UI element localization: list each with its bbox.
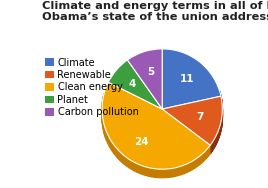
Polygon shape: [107, 132, 108, 143]
Wedge shape: [102, 82, 210, 169]
Polygon shape: [103, 120, 104, 132]
Polygon shape: [162, 109, 210, 154]
Polygon shape: [184, 164, 187, 174]
Polygon shape: [161, 169, 163, 178]
Polygon shape: [210, 108, 222, 154]
Polygon shape: [181, 165, 184, 174]
Polygon shape: [122, 154, 124, 164]
Polygon shape: [162, 109, 210, 154]
Text: 24: 24: [134, 137, 149, 147]
Polygon shape: [116, 147, 118, 158]
Polygon shape: [192, 160, 195, 170]
Polygon shape: [132, 161, 135, 171]
Polygon shape: [215, 136, 216, 146]
Text: 5: 5: [147, 67, 154, 77]
Polygon shape: [211, 143, 212, 152]
Text: 11: 11: [180, 74, 194, 84]
Polygon shape: [137, 164, 140, 173]
Polygon shape: [163, 169, 166, 178]
Polygon shape: [124, 156, 127, 166]
Polygon shape: [146, 167, 148, 176]
Text: 7: 7: [197, 112, 204, 122]
Polygon shape: [204, 150, 206, 161]
Polygon shape: [158, 169, 161, 178]
Polygon shape: [202, 152, 204, 163]
Polygon shape: [120, 152, 122, 162]
Polygon shape: [102, 99, 103, 111]
Legend: Climate, Renewable, Clean energy, Planet, Carbon pollution: Climate, Renewable, Clean energy, Planet…: [45, 58, 138, 117]
Wedge shape: [162, 49, 221, 109]
Polygon shape: [170, 168, 173, 177]
Polygon shape: [162, 96, 221, 118]
Polygon shape: [106, 129, 107, 140]
Polygon shape: [217, 132, 218, 142]
Polygon shape: [218, 130, 219, 139]
Polygon shape: [220, 93, 221, 103]
Polygon shape: [127, 158, 129, 168]
Polygon shape: [200, 154, 202, 164]
Polygon shape: [104, 123, 105, 135]
Polygon shape: [111, 140, 112, 151]
Polygon shape: [208, 145, 210, 156]
Polygon shape: [206, 148, 208, 158]
Wedge shape: [108, 60, 162, 109]
Polygon shape: [102, 114, 103, 126]
Polygon shape: [112, 143, 114, 153]
Polygon shape: [210, 145, 211, 154]
Polygon shape: [154, 169, 158, 177]
Polygon shape: [189, 161, 192, 171]
Polygon shape: [162, 96, 221, 118]
Polygon shape: [135, 162, 137, 172]
Polygon shape: [178, 166, 181, 175]
Text: Climate and energy terms in all of President: Climate and energy terms in all of Presi…: [42, 1, 268, 11]
Polygon shape: [195, 158, 197, 168]
Polygon shape: [114, 145, 116, 156]
Polygon shape: [140, 165, 143, 174]
Polygon shape: [118, 150, 120, 160]
Polygon shape: [219, 91, 220, 101]
Polygon shape: [143, 166, 146, 175]
Polygon shape: [173, 168, 176, 177]
Polygon shape: [214, 139, 215, 148]
Polygon shape: [108, 135, 109, 146]
Polygon shape: [105, 126, 106, 138]
Polygon shape: [216, 135, 217, 144]
Polygon shape: [187, 163, 189, 172]
Polygon shape: [103, 93, 104, 105]
Polygon shape: [212, 142, 213, 151]
Polygon shape: [102, 108, 210, 178]
Polygon shape: [213, 140, 214, 149]
Text: 4: 4: [129, 79, 136, 89]
Polygon shape: [176, 167, 178, 176]
Polygon shape: [166, 169, 170, 177]
Polygon shape: [197, 156, 200, 166]
Text: Obama’s state of the union addresses: Obama’s state of the union addresses: [42, 12, 268, 22]
Wedge shape: [128, 49, 162, 109]
Polygon shape: [148, 168, 151, 177]
Polygon shape: [151, 168, 154, 177]
Wedge shape: [162, 96, 222, 145]
Polygon shape: [109, 137, 111, 149]
Polygon shape: [129, 159, 132, 169]
